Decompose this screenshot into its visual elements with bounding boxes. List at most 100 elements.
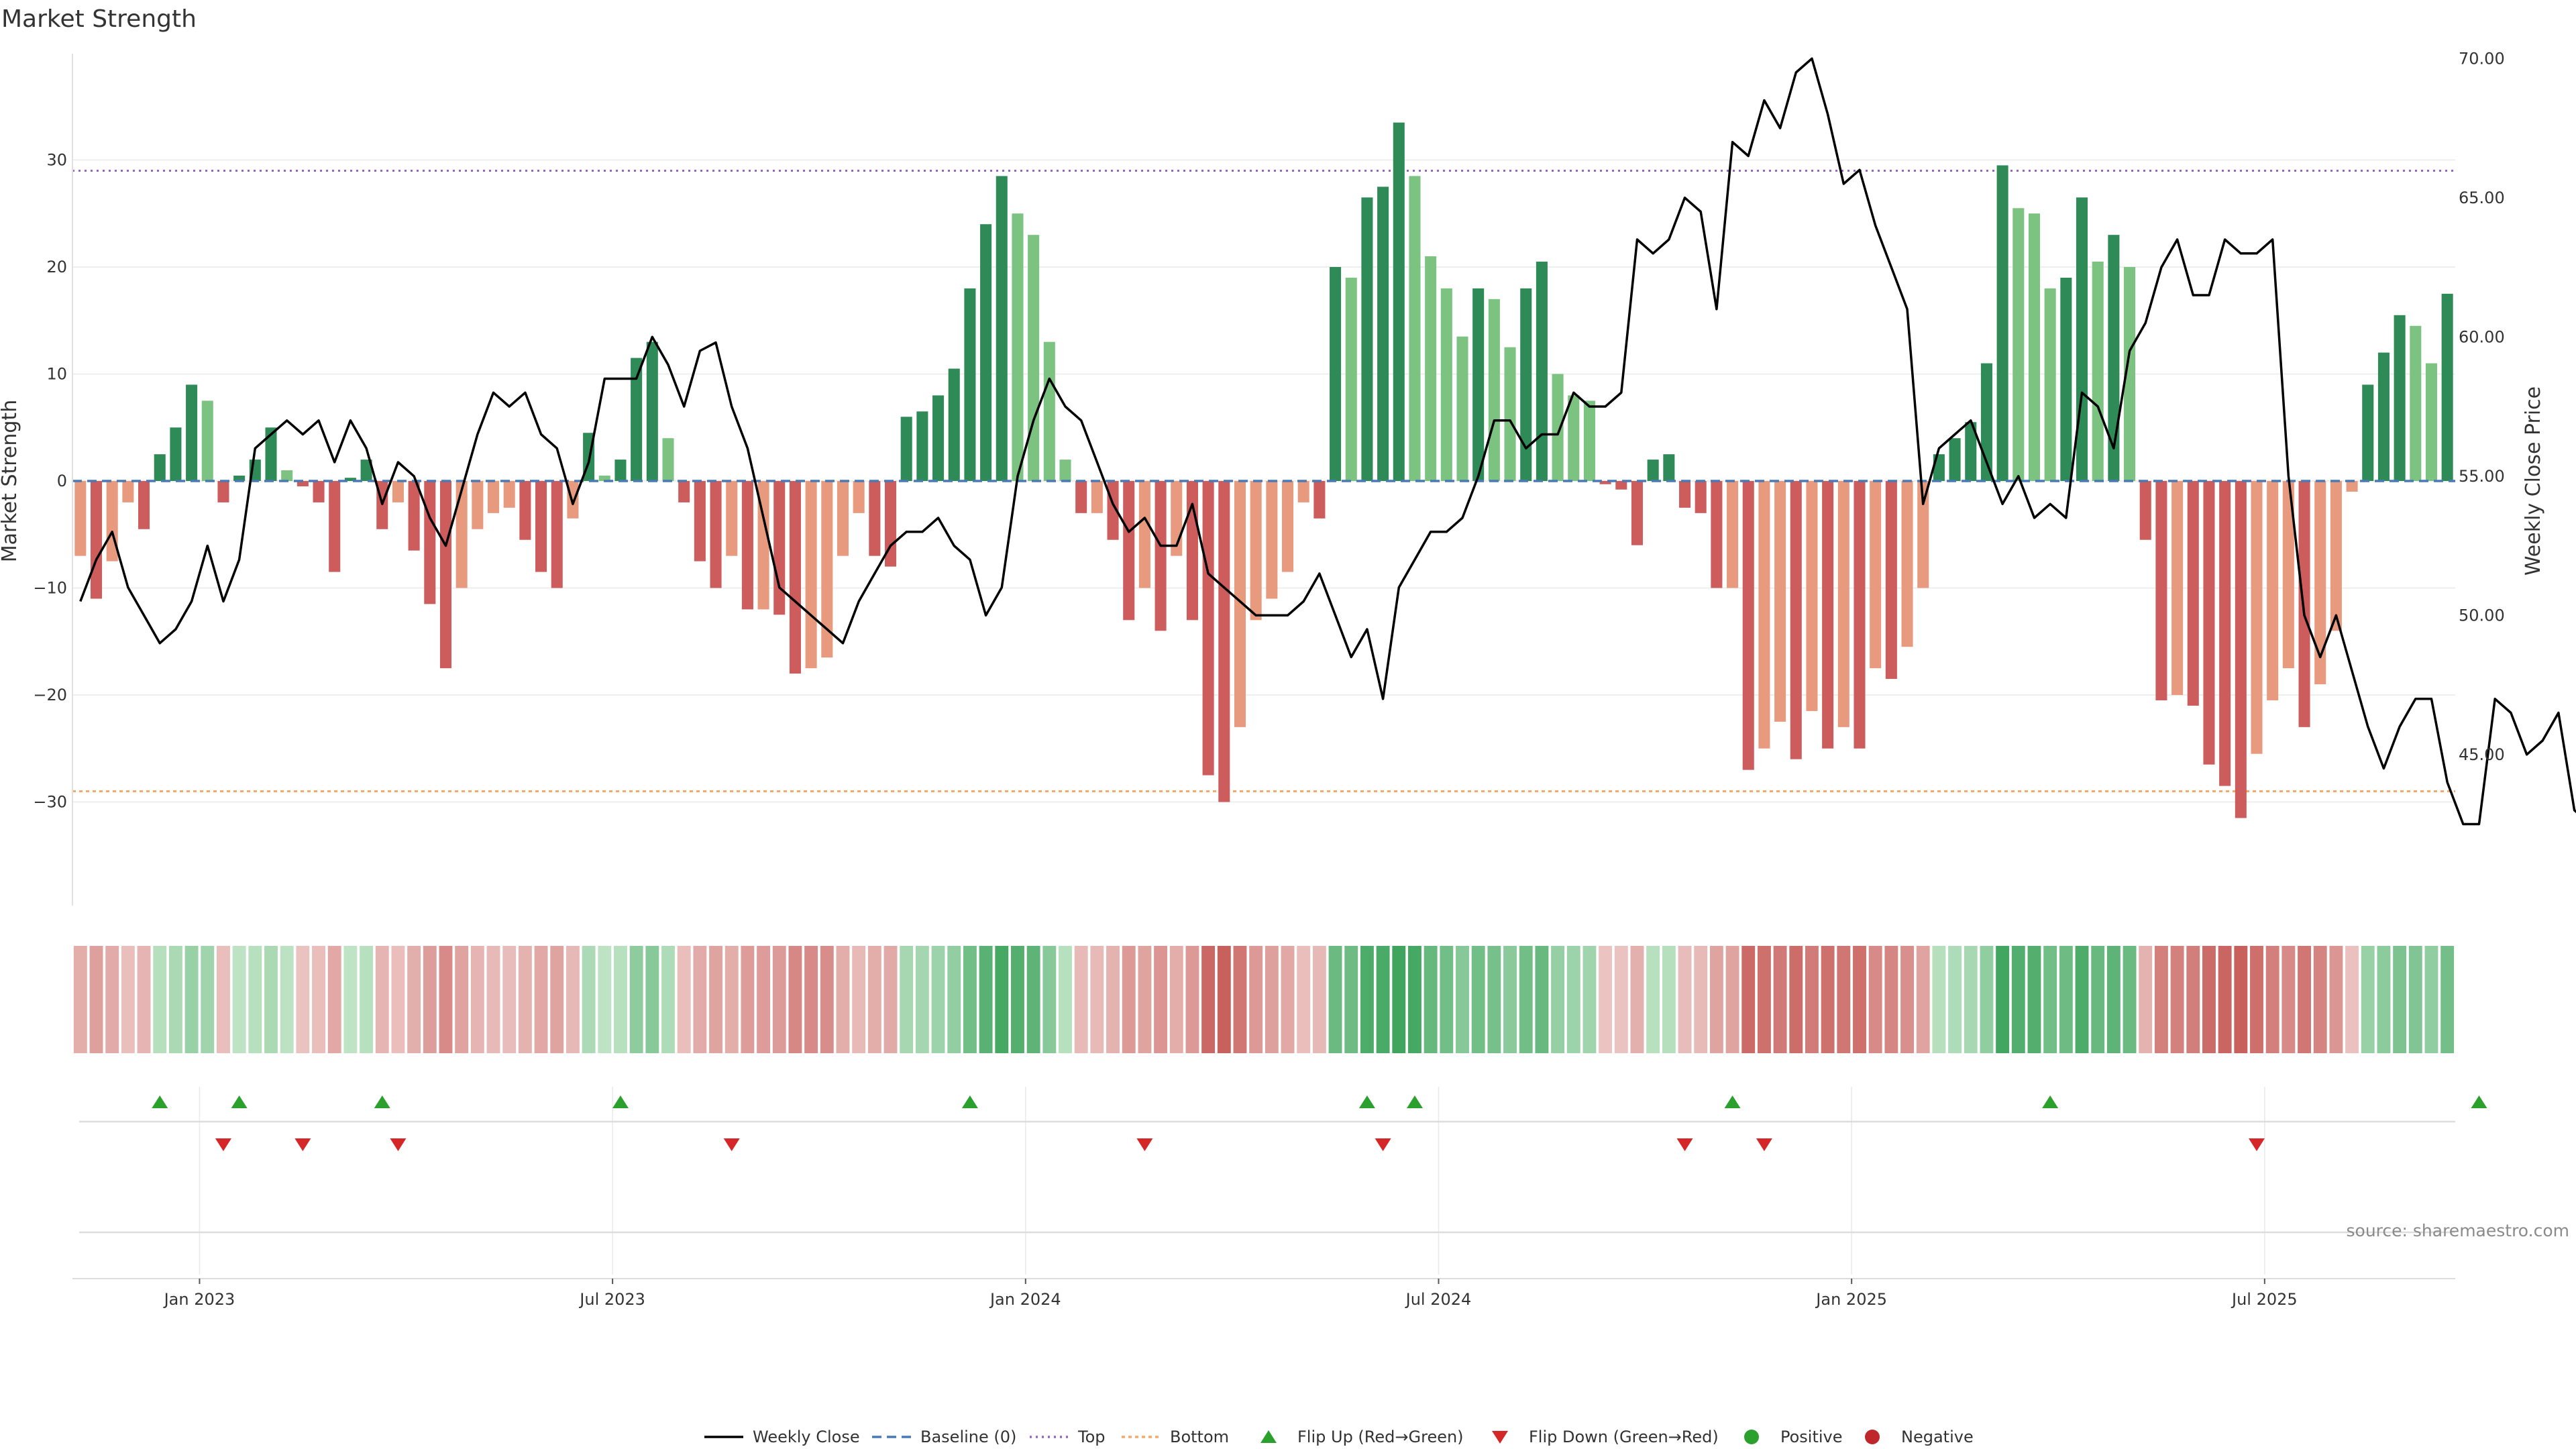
heat-cell <box>1948 946 1962 1053</box>
heat-cell <box>2345 946 2359 1053</box>
y2-tick-label: 70.00 <box>2459 49 2505 68</box>
flip-down-marker <box>2249 1138 2265 1151</box>
strength-bar <box>1138 481 1150 588</box>
strength-bar <box>646 341 658 481</box>
strength-bar <box>1727 481 1739 588</box>
strength-bar <box>265 427 277 481</box>
strength-bar <box>996 176 1008 481</box>
x-tick-label: Jul 2025 <box>2231 1290 2298 1309</box>
strength-bar <box>392 481 404 502</box>
strength-bar <box>2044 288 2056 481</box>
legend-label: Negative <box>1901 1428 1974 1446</box>
strength-bar <box>1615 481 1627 490</box>
strength-bar <box>1742 481 1754 770</box>
strength-bar <box>2282 481 2294 669</box>
strength-bar <box>1520 288 1532 481</box>
legend-swatch-dot <box>1865 1430 1880 1444</box>
heat-cell <box>947 946 961 1053</box>
strength-bars <box>72 122 2455 818</box>
y2-axis-title: Weekly Close Price <box>2522 386 2545 576</box>
strength-bar <box>297 481 309 486</box>
heat-cell <box>582 946 596 1053</box>
heat-cell <box>2170 946 2184 1053</box>
strength-bar <box>1711 481 1723 588</box>
heat-cell <box>1233 946 1247 1053</box>
heat-cell <box>741 946 755 1053</box>
strength-bar <box>1297 481 1309 502</box>
heat-cell <box>105 946 119 1053</box>
heat-cell <box>1694 946 1708 1053</box>
strength-bar <box>1488 299 1500 481</box>
strength-bar <box>853 481 865 513</box>
strength-bar <box>1361 197 1373 481</box>
heat-cell <box>963 946 977 1053</box>
strength-bar <box>551 481 563 588</box>
heat-cell <box>677 946 691 1053</box>
heat-cell <box>343 946 358 1053</box>
heat-cell <box>2282 946 2296 1053</box>
flip-up-marker <box>1358 1095 1375 1108</box>
strength-bar <box>598 476 610 481</box>
strength-bar <box>2171 481 2184 695</box>
heat-cell <box>1614 946 1628 1053</box>
strength-bar <box>217 481 229 502</box>
strength-bar <box>2219 481 2231 786</box>
heat-cell <box>979 946 993 1053</box>
heat-cell <box>1837 946 1851 1053</box>
strength-bar <box>1806 481 1818 711</box>
heat-cell <box>629 946 643 1053</box>
heat-cell <box>2043 946 2057 1053</box>
strength-bar <box>2362 384 2374 481</box>
heat-cell <box>407 946 421 1053</box>
heat-cell <box>1138 946 1152 1053</box>
strength-bar <box>964 288 976 481</box>
strength-bar <box>1917 481 1929 588</box>
heat-cell <box>836 946 850 1053</box>
weekly-close-line <box>79 57 2576 826</box>
heat-cell <box>757 946 771 1053</box>
heat-cell <box>1154 946 1168 1053</box>
strength-bar <box>2012 208 2025 481</box>
flip-markers-panel <box>79 1095 2487 1234</box>
strength-bar <box>1568 395 1580 481</box>
heat-cell <box>1281 946 1295 1053</box>
heat-cell <box>1297 946 1311 1053</box>
strength-bar <box>503 481 515 508</box>
heat-cell <box>867 946 881 1053</box>
x-tick-label: Jan 2024 <box>989 1290 1061 1309</box>
strength-bar <box>2076 197 2088 481</box>
heat-cell <box>709 946 722 1053</box>
strength-bar <box>805 481 817 669</box>
heat-cell <box>2091 946 2105 1053</box>
heat-cell <box>1169 946 1183 1053</box>
strength-bar <box>329 481 341 572</box>
strength-bar <box>1377 186 1389 481</box>
heat-cell <box>995 946 1009 1053</box>
heat-cell <box>439 946 453 1053</box>
strength-bar <box>710 481 722 588</box>
heat-cell <box>1773 946 1787 1053</box>
strength-bar <box>2060 277 2072 481</box>
heat-cell <box>2011 946 2025 1053</box>
heat-cell <box>534 946 548 1053</box>
heat-cell <box>121 946 135 1053</box>
heat-cell <box>391 946 405 1053</box>
heat-cell <box>772 946 786 1053</box>
heat-cell <box>1884 946 1898 1053</box>
heat-cell <box>645 946 659 1053</box>
strength-bar <box>980 224 992 481</box>
strength-bar <box>186 384 198 481</box>
strength-bar <box>1774 481 1786 722</box>
heat-cell <box>2377 946 2391 1053</box>
legend-swatch-dot <box>1744 1430 1759 1444</box>
strength-bar <box>1837 481 1849 727</box>
flip-down-marker <box>1136 1138 1153 1151</box>
heat-cell <box>1487 946 1501 1053</box>
heat-cell <box>201 946 215 1053</box>
heat-cell <box>804 946 818 1053</box>
y2-tick-label: 60.00 <box>2459 327 2505 346</box>
flip-up-marker <box>2471 1095 2487 1108</box>
heat-cell <box>375 946 389 1053</box>
heat-cell <box>1408 946 1421 1053</box>
